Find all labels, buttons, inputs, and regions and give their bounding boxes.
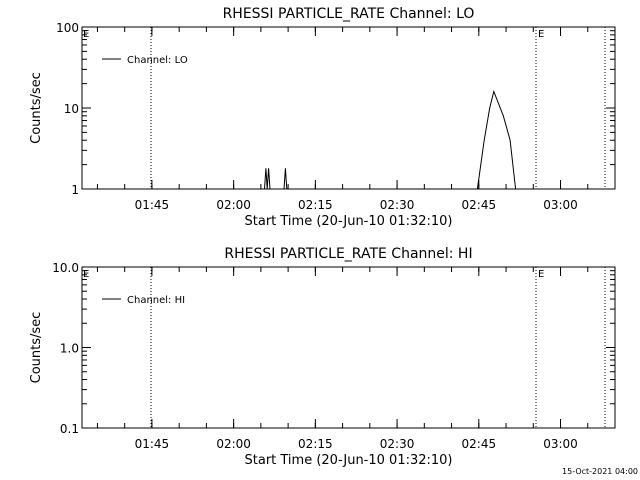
p1-x-tick-label: 03:00 <box>543 198 578 212</box>
p2-x-tick-label: 02:15 <box>298 437 333 451</box>
p2-y-tick-label: 1.0 <box>60 342 79 356</box>
p1-x-tick-label: 02:30 <box>380 198 415 212</box>
p2-y-axis-label: Counts/sec <box>29 312 44 384</box>
timestamp-footer: 15-Oct-2021 04:00 <box>562 467 638 476</box>
p1-x-tick-label: 01:45 <box>135 198 170 212</box>
p2-x-tick-label: 02:30 <box>380 437 415 451</box>
p2-x-axis-label: Start Time (20-Jun-10 01:32:10) <box>245 453 453 468</box>
p2-x-tick-label: 02:00 <box>216 437 251 451</box>
p2-plot-frame <box>81 266 616 429</box>
p1-series-line <box>264 89 517 190</box>
p1-corner-label: E <box>83 29 89 40</box>
p1-x-tick-label: 02:45 <box>462 198 497 212</box>
p1-legend-label: Channel: LO <box>127 55 188 66</box>
p1-y-axis-label: Counts/sec <box>29 72 44 144</box>
p1-x-tick-label: 02:00 <box>216 198 251 212</box>
p2-legend-label: Channel: HI <box>127 295 185 306</box>
p2-x-tick-label: 01:45 <box>135 437 170 451</box>
p2-chart-title: RHESSI PARTICLE_RATE Channel: HI <box>224 246 472 262</box>
chart-panel-2: RHESSI PARTICLE_RATE Channel: HI 0.1 1.0 10… <box>29 246 616 468</box>
p1-chart-title: RHESSI PARTICLE_RATE Channel: LO <box>223 6 475 22</box>
p1-plot-frame <box>81 26 616 190</box>
p2-x-tick-label: 03:00 <box>543 437 578 451</box>
chart-panel-1: RHESSI PARTICLE_RATE Channel: LO 1 10 100 01… <box>29 6 616 229</box>
p1-y-tick-label: 1 <box>71 183 79 197</box>
p2-y-tick-label: 10.0 <box>52 261 79 275</box>
p1-x-tick-label: 02:15 <box>298 198 333 212</box>
p1-marker-label: E <box>538 29 544 40</box>
p1-x-axis-label: Start Time (20-Jun-10 01:32:10) <box>245 214 453 229</box>
p1-y-tick-label: 10 <box>64 102 79 116</box>
p2-x-tick-label: 02:45 <box>462 437 497 451</box>
p1-y-tick-label: 100 <box>56 21 79 35</box>
p2-marker-label: E <box>538 269 544 280</box>
p2-corner-label: E <box>83 269 89 280</box>
p2-y-tick-label: 0.1 <box>60 422 79 436</box>
